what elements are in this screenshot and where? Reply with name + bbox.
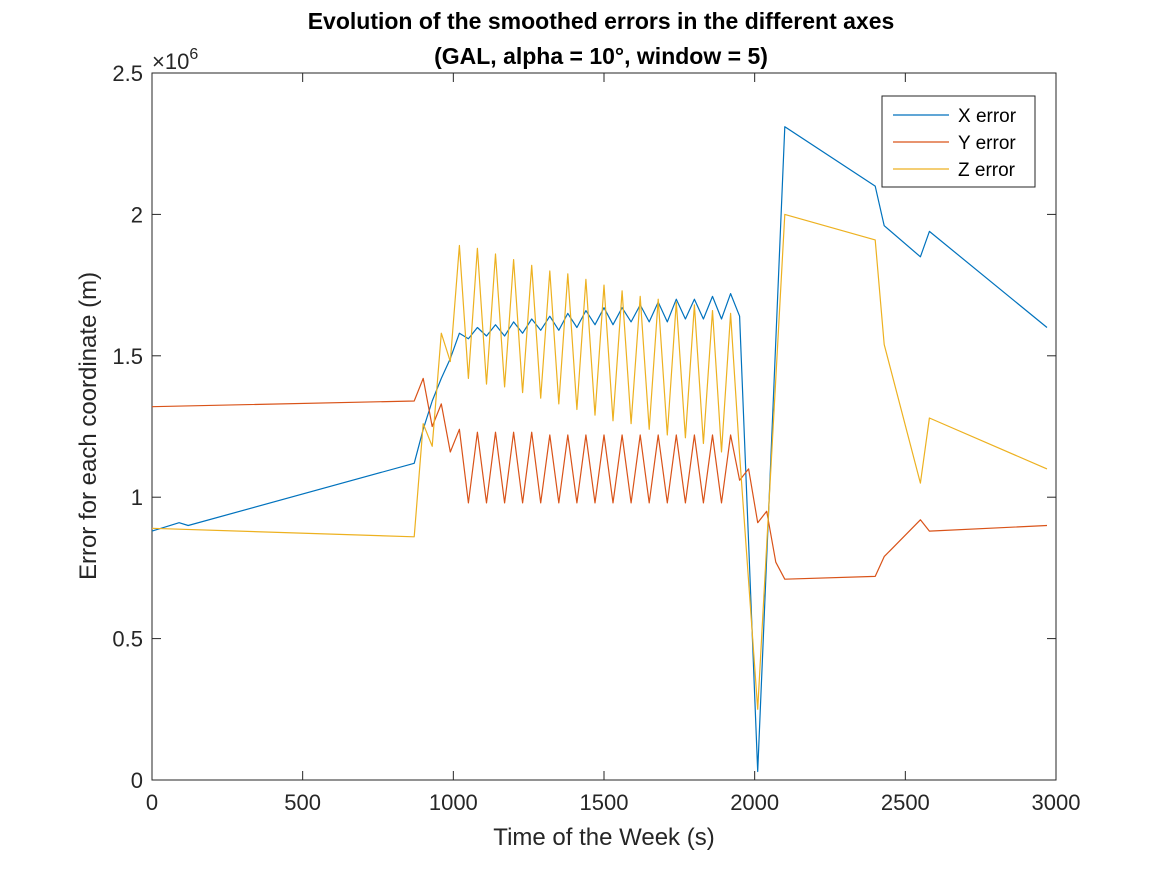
series-line-1	[151, 126, 1048, 773]
y-axis: 0 0.5 1 1.5 2 2.5	[112, 61, 1056, 793]
y-tick-label: 2.5	[112, 61, 143, 86]
y-exponent-base: ×10	[152, 49, 189, 74]
x-tick-label: 1000	[429, 790, 478, 815]
x-axis-label: Time of the Week (s)	[493, 824, 714, 851]
legend-box	[881, 95, 1036, 188]
x-tick-label: 500	[284, 790, 321, 815]
x-axis: 0 500 1000 1500 2000 2500 3000	[146, 73, 1081, 815]
legend: X error Y error Z error	[881, 95, 1036, 188]
series-line-3	[151, 213, 1048, 710]
x-tick-label: 2000	[730, 790, 779, 815]
chart-title: Evolution of the smoothed errors in the …	[308, 8, 895, 34]
y-axis-label: Error for each coordinate (m)	[75, 272, 102, 580]
y-tick-label: 0.5	[112, 627, 143, 652]
legend-label-1: X error	[958, 106, 1017, 127]
y-tick-label: 1.5	[112, 344, 143, 369]
x-tick-label: 3000	[1032, 790, 1081, 815]
legend-label-2: Y error	[958, 133, 1016, 154]
legend-label-3: Z error	[958, 160, 1016, 181]
chart-subtitle: (GAL, alpha = 10°, window = 5)	[434, 43, 768, 69]
series-line-2	[151, 377, 1048, 580]
series-layer	[151, 126, 1048, 773]
y-tick-label: 0	[131, 768, 143, 793]
y-tick-label: 2	[131, 202, 143, 227]
y-tick-label: 1	[131, 485, 143, 510]
x-tick-label: 0	[146, 790, 158, 815]
x-tick-label: 1500	[580, 790, 629, 815]
x-tick-label: 2500	[881, 790, 930, 815]
y-exponent-power: 6	[189, 46, 198, 63]
y-exponent: ×106	[152, 46, 198, 74]
